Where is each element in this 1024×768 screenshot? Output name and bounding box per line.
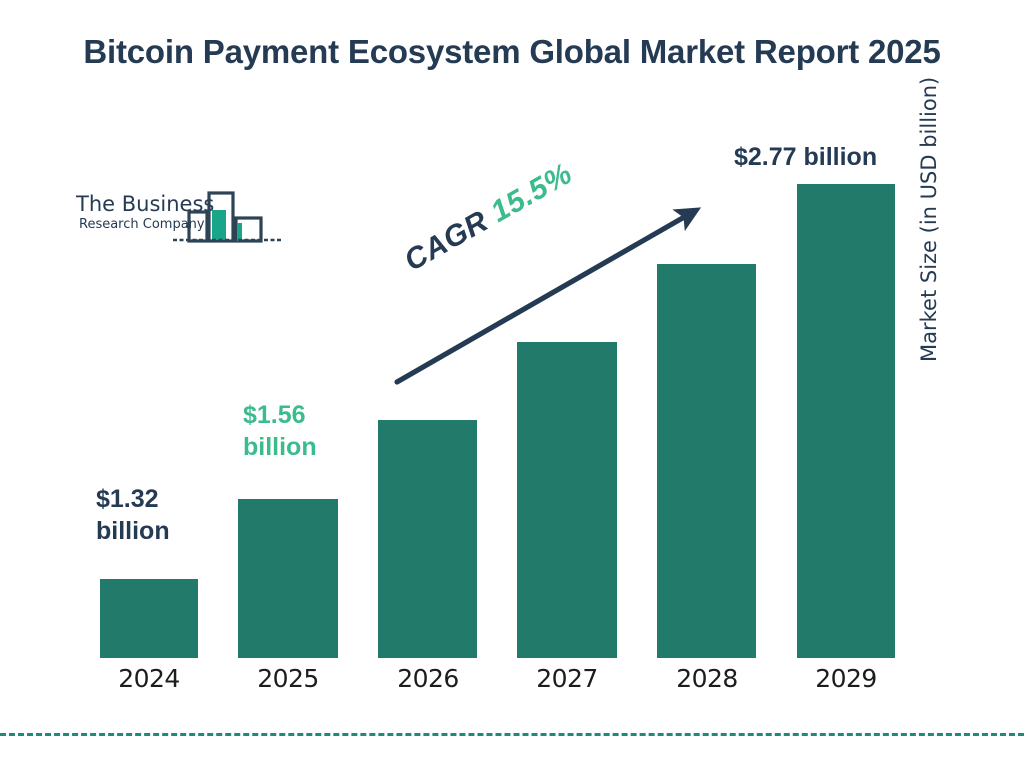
bar-2025: [238, 499, 338, 658]
y-axis-title: Market Size (in USD billion): [917, 76, 941, 362]
x-axis-label-2024: 2024: [118, 664, 180, 693]
bar-2024: [100, 579, 198, 658]
value-label-2025-line1: $1.56: [243, 401, 306, 429]
value-label-2024-line1: $1.32: [96, 485, 159, 513]
value-label-2029: $2.77 billion: [734, 143, 878, 171]
value-label-2025-line2: billion: [243, 433, 317, 461]
x-axis-label-2027: 2027: [536, 664, 598, 693]
page-title: Bitcoin Payment Ecosystem Global Market …: [83, 33, 941, 70]
logo-text-line2: Research Company: [79, 217, 205, 232]
bar-2029: [797, 184, 895, 658]
x-axis-label-2029: 2029: [815, 664, 877, 693]
bar-2026: [378, 420, 477, 658]
x-axis-label-2026: 2026: [397, 664, 459, 693]
the-business-research-company-logo: The Business Research Company: [76, 183, 286, 249]
value-label-2025: $1.56 billion: [243, 399, 363, 463]
logo-bar-filled: [212, 210, 226, 240]
value-label-2024: $1.32 billion: [96, 483, 216, 547]
bottom-divider: [0, 733, 1024, 736]
x-axis-label-2025: 2025: [257, 664, 319, 693]
bar-2028: [657, 264, 756, 658]
logo-graphic: The Business Research Company: [76, 191, 281, 243]
bar-2027: [517, 342, 617, 658]
x-axis-label-2028: 2028: [676, 664, 738, 693]
logo-bar-filled-small: [237, 223, 242, 241]
value-label-2024-line2: billion: [96, 517, 170, 545]
